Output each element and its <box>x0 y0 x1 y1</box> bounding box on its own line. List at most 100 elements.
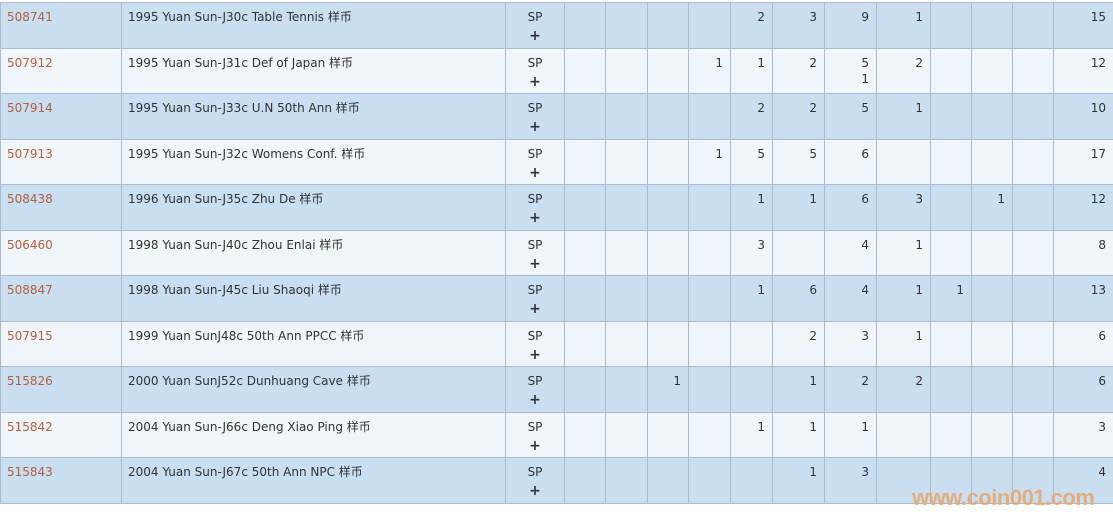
grade-count-cell <box>564 457 606 504</box>
grade-count-cell: 1 <box>930 275 972 322</box>
grade-count-cell: 3 <box>730 229 773 276</box>
table-row: 506460 1998 Yuan Sun-J40c Zhou Enlai 样币 SP… <box>0 229 1113 276</box>
grade-count-cell <box>1012 47 1054 94</box>
id-cell: 507912 <box>0 47 122 94</box>
watermark: www.coin001.com <box>912 485 1095 510</box>
expand-plus-icon[interactable]: + <box>529 73 541 90</box>
grade-count-cell <box>647 2 689 49</box>
grade-count-cell: 3 <box>824 320 877 367</box>
grade-count-cell <box>730 366 773 413</box>
total-cell: 17 <box>1053 138 1113 185</box>
grade-count-cell <box>971 47 1013 94</box>
grade-cell: SP + <box>505 47 565 94</box>
cert-id-link[interactable]: 515826 <box>7 374 53 388</box>
cert-id-link[interactable]: 515843 <box>7 465 53 479</box>
grade-count-cell: 5 1 <box>824 47 877 94</box>
grade-count-cell <box>647 411 689 458</box>
grade-count-cell <box>930 93 972 140</box>
table-row: 507915 1999 Yuan SunJ48c 50th Ann PPCC 样币… <box>0 320 1113 367</box>
grade-cell: SP + <box>505 184 565 231</box>
expand-plus-icon[interactable]: + <box>529 164 541 181</box>
grade-count-cell: 2 <box>876 366 931 413</box>
grade-count-cell <box>688 2 731 49</box>
grade-count-cell <box>1012 457 1054 504</box>
grade-count-cell: 1 <box>730 184 773 231</box>
grade-cell: SP + <box>505 457 565 504</box>
id-cell: 515843 <box>0 457 122 504</box>
cert-id-link[interactable]: 507915 <box>7 328 53 343</box>
table-row: 507914 1995 Yuan Sun-J33c U.N 50th Ann 样币… <box>0 93 1113 140</box>
expand-plus-icon[interactable]: + <box>529 28 541 44</box>
expand-plus-icon[interactable]: + <box>529 210 541 226</box>
grade-count-cell: 1 <box>971 184 1013 231</box>
grade-count-cell: 1 <box>772 457 825 504</box>
grade-count-cell: 5 <box>772 138 825 185</box>
id-cell: 506460 <box>0 229 122 276</box>
grade-count-cell: 2 <box>730 2 773 49</box>
table-row: 508438 1996 Yuan Sun-J35c Zhu De 样币 SP +1 1 6… <box>0 184 1113 231</box>
description-cell: 1995 Yuan Sun-J31c Def of Japan 样币 <box>121 47 506 94</box>
grade-label: SP <box>527 328 543 343</box>
cert-id-link[interactable]: 508847 <box>7 283 53 297</box>
grade-label: SP <box>527 237 543 252</box>
grade-count-cell: 2 <box>730 93 773 140</box>
grade-count-cell <box>605 93 648 140</box>
grade-count-cell <box>730 320 773 367</box>
cert-id-link[interactable]: 515842 <box>7 419 53 434</box>
grade-label: SP <box>527 465 543 479</box>
grade-count-cell: 1 <box>772 184 825 231</box>
population-table: 508741 1995 Yuan Sun-J30c Table Tennis 样币… <box>0 2 1113 504</box>
grade-cell: SP + <box>505 411 565 458</box>
grade-label: SP <box>527 374 543 388</box>
grade-count-cell <box>605 47 648 94</box>
grade-count-cell: 1 <box>730 47 773 94</box>
grade-count-cell <box>876 138 931 185</box>
grade-count-cell: 6 <box>824 184 877 231</box>
expand-plus-icon[interactable]: + <box>529 346 541 363</box>
grade-count-cell: 4 <box>824 229 877 276</box>
grade-count-cell <box>930 2 972 49</box>
grade-count-cell <box>647 275 689 322</box>
grade-count-cell: 2 <box>772 47 825 94</box>
grade-count-cell <box>605 411 648 458</box>
grade-count-cell <box>605 138 648 185</box>
grade-count-cell <box>647 320 689 367</box>
grade-cell: SP + <box>505 229 565 276</box>
grade-count-cell: 2 <box>824 366 877 413</box>
expand-plus-icon[interactable]: + <box>529 392 541 408</box>
grade-count-cell <box>1012 320 1054 367</box>
grade-count-cell: 1 <box>730 411 773 458</box>
cert-id-link[interactable]: 507914 <box>7 101 53 115</box>
cert-id-link[interactable]: 507913 <box>7 146 53 161</box>
grade-count-cell <box>688 184 731 231</box>
table-row: 507912 1995 Yuan Sun-J31c Def of Japan 样币… <box>0 47 1113 94</box>
description-cell: 1999 Yuan SunJ48c 50th Ann PPCC 样币 <box>121 320 506 367</box>
grade-label: SP <box>527 55 543 70</box>
grade-count-cell: 1 <box>772 411 825 458</box>
grade-count-cell <box>930 229 972 276</box>
grade-count-cell <box>930 184 972 231</box>
grade-count-cell <box>564 275 606 322</box>
cert-id-link[interactable]: 507912 <box>7 55 53 70</box>
expand-plus-icon[interactable]: + <box>529 437 541 454</box>
grade-count-cell <box>1012 411 1054 458</box>
grade-count-cell <box>564 320 606 367</box>
expand-plus-icon[interactable]: + <box>529 301 541 317</box>
cert-id-link[interactable]: 508438 <box>7 192 53 206</box>
grade-count-cell <box>876 411 931 458</box>
grade-count-cell <box>971 229 1013 276</box>
cert-id-link[interactable]: 508741 <box>7 10 53 24</box>
table-row: 508741 1995 Yuan Sun-J30c Table Tennis 样币… <box>0 2 1113 49</box>
grade-label: SP <box>527 283 543 297</box>
expand-plus-icon[interactable]: + <box>529 119 541 135</box>
grade-count-cell <box>930 47 972 94</box>
total-cell: 4 <box>1053 457 1113 504</box>
grade-count-cell <box>971 138 1013 185</box>
grade-count-cell: 1 <box>876 229 931 276</box>
expand-plus-icon[interactable]: + <box>529 483 541 499</box>
expand-plus-icon[interactable]: + <box>529 255 541 272</box>
cert-id-link[interactable]: 506460 <box>7 237 53 252</box>
grade-cell: SP + <box>505 275 565 322</box>
grade-count-cell <box>971 93 1013 140</box>
grade-count-cell: 5 <box>730 138 773 185</box>
